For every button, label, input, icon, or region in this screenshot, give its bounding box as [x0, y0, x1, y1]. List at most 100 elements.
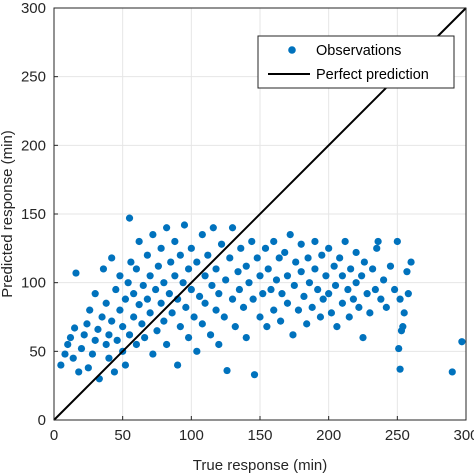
observation-point [235, 285, 243, 294]
observation-point [390, 285, 399, 294]
observation-point [270, 237, 278, 246]
observation-point [105, 354, 113, 362]
observation-point [139, 281, 147, 290]
observation-point [163, 340, 171, 349]
observation-point [121, 295, 130, 303]
legend-dot-marker [288, 46, 296, 54]
observation-point [135, 237, 143, 246]
observation-point [281, 248, 289, 257]
observation-point [121, 361, 130, 369]
observation-point [132, 265, 140, 273]
observation-point [371, 285, 379, 294]
legend: Observations Perfect prediction [257, 35, 455, 89]
observation-point [72, 269, 80, 277]
observation-point [270, 306, 278, 314]
observation-point [403, 268, 411, 276]
observation-point [141, 334, 149, 342]
observation-point [135, 301, 143, 309]
observation-point [138, 320, 146, 328]
observation-point [286, 231, 294, 239]
observation-point [163, 224, 171, 232]
observation-point [212, 306, 220, 314]
observation-point [245, 279, 253, 287]
observation-point [86, 306, 94, 314]
observation-point [77, 344, 86, 353]
observation-point [234, 268, 242, 276]
observation-point [352, 279, 360, 287]
observation-point [193, 258, 201, 266]
observation-point [116, 306, 124, 314]
observation-point [294, 306, 303, 314]
observation-point [311, 237, 319, 246]
observation-point [249, 295, 257, 303]
observation-point [407, 258, 415, 266]
observation-point [110, 368, 119, 376]
observation-point [143, 251, 151, 259]
observation-point [458, 338, 466, 346]
observation-point [154, 262, 162, 270]
observation-point [374, 237, 382, 246]
observation-point [69, 354, 77, 362]
observation-point [124, 279, 132, 287]
observation-point [171, 272, 179, 280]
observation-point [297, 268, 305, 276]
observation-point [91, 290, 99, 298]
observation-point [448, 368, 456, 376]
y-tick-label: 300 [21, 0, 46, 17]
observation-point [327, 309, 336, 317]
observation-point [369, 265, 377, 273]
observation-point [130, 290, 138, 298]
observation-point [206, 331, 215, 339]
observation-point [239, 303, 248, 311]
observation-point [130, 313, 138, 321]
observation-point [108, 254, 116, 262]
observation-point [304, 254, 312, 262]
observation-point [325, 290, 333, 298]
observation-point [289, 331, 297, 339]
observation-point [64, 340, 72, 349]
observation-point [157, 244, 165, 252]
observation-point [217, 240, 226, 248]
observation-point [201, 299, 209, 307]
observation-point [176, 323, 184, 331]
observation-point [264, 265, 272, 273]
observation-point [377, 295, 385, 303]
y-axis-ticks: 0 50 100 150 200 250 300 [21, 0, 58, 429]
x-axis-ticks: 0 50 100 150 200 250 300 [50, 416, 474, 444]
observation-point [347, 265, 355, 273]
observation-point [75, 368, 83, 376]
observation-point [393, 237, 401, 246]
observation-point [176, 251, 184, 259]
x-tick-label: 150 [247, 427, 272, 444]
observation-point [352, 248, 360, 257]
observation-point [261, 244, 270, 252]
observation-point [396, 365, 404, 373]
x-tick-label: 50 [114, 427, 131, 444]
observation-point [94, 325, 102, 333]
observation-point [341, 237, 349, 246]
observation-point [400, 309, 408, 317]
observation-point [231, 323, 239, 331]
observation-point [80, 331, 88, 339]
legend-label-perfect-prediction: Perfect prediction [316, 67, 429, 83]
observation-point [305, 279, 314, 287]
observation-point [84, 364, 92, 372]
observation-point [195, 292, 204, 300]
observation-point [259, 290, 267, 298]
observation-point [146, 272, 154, 280]
observation-point [256, 313, 264, 321]
observation-point [112, 285, 120, 294]
observation-point [208, 281, 216, 290]
observation-point [336, 254, 344, 262]
observation-point [297, 240, 305, 248]
observation-point [83, 320, 91, 328]
observation-point [57, 361, 65, 369]
observation-point [215, 340, 223, 349]
observation-point [125, 331, 134, 339]
observation-point [226, 254, 234, 262]
observation-point [338, 272, 346, 280]
observation-point [193, 347, 201, 355]
observation-point [373, 244, 381, 252]
observation-point [267, 285, 275, 294]
observation-point [242, 334, 250, 342]
